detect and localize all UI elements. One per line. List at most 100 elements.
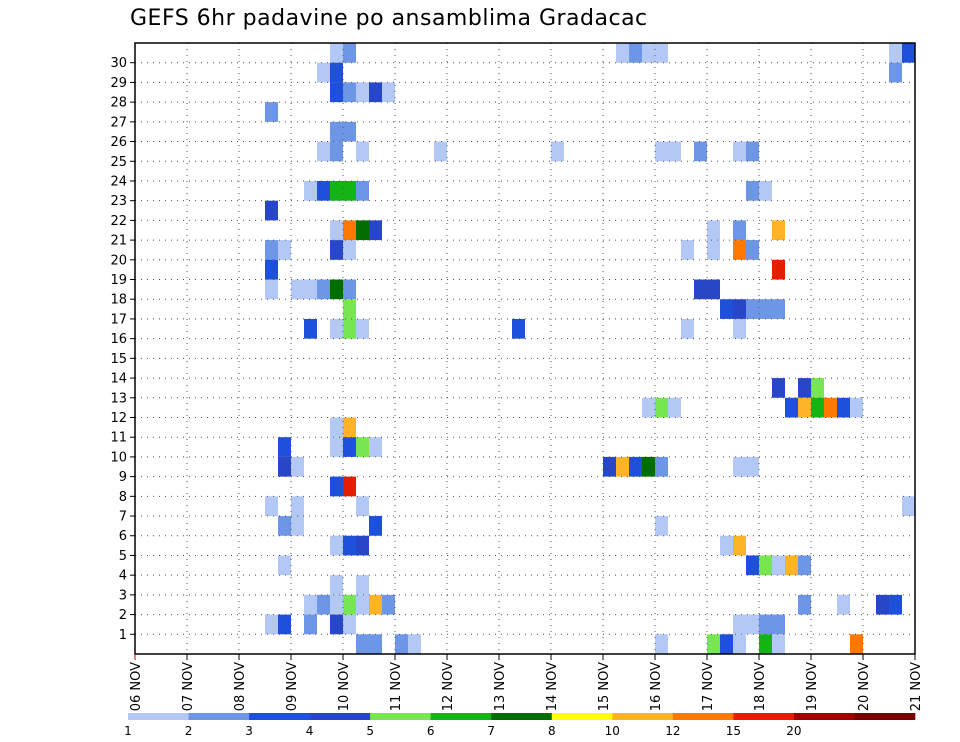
heatmap-cell [356, 318, 369, 339]
colorbar-swatch [188, 713, 250, 720]
heatmap-cell [278, 437, 291, 457]
heatmap-cell [343, 476, 356, 497]
heatmap-cell [746, 180, 759, 201]
y-tick-label: 6 [119, 529, 127, 544]
heatmap-cell [655, 634, 668, 654]
heatmap-cell [330, 476, 343, 497]
heatmap-cell [330, 62, 343, 83]
heatmap-cell [707, 220, 720, 241]
heatmap-cell [551, 141, 564, 162]
heatmap-cell [681, 240, 694, 260]
heatmap-cell [343, 82, 356, 103]
x-tick-label: 06 NOV [129, 662, 144, 711]
heatmap-cell [733, 220, 746, 241]
y-tick-label: 4 [119, 569, 127, 584]
x-tick-label: 20 NOV [857, 662, 872, 711]
x-tick-label: 14 NOV [545, 662, 560, 711]
colorbar-label: 4 [306, 724, 314, 738]
y-tick-label: 15 [110, 352, 127, 367]
heatmap-cell [369, 516, 382, 536]
heatmap-cell [265, 102, 278, 122]
x-axis-ticks: 06 NOV 07 NOV 08 NOV 09 NOV 10 NOV 11 NOV 12 N… [129, 654, 924, 711]
heatmap-cell [629, 456, 642, 477]
heatmap-cell [330, 279, 343, 300]
heatmap-cell [330, 575, 343, 595]
heatmap-cell [343, 437, 356, 457]
x-tick-label: 11 NOV [389, 662, 404, 711]
y-tick-label: 26 [110, 135, 127, 150]
heatmap-cell [642, 43, 655, 63]
grid-lines [135, 43, 915, 654]
heatmap-cell [291, 496, 304, 517]
heatmap-cell [330, 121, 343, 142]
heatmap-cell [733, 240, 746, 260]
heatmap-cell [330, 43, 343, 63]
heatmap-cell [278, 555, 291, 576]
heatmap-cell [512, 318, 525, 339]
heatmap-cell [772, 299, 785, 319]
heatmap-cell [785, 397, 798, 418]
heatmap-cell [746, 555, 759, 576]
heatmap-cell [343, 417, 356, 438]
heatmap-cell [291, 516, 304, 536]
heatmap-cell [746, 240, 759, 260]
heatmap-cell [733, 318, 746, 339]
heatmap-cell [382, 594, 395, 615]
heatmap-cell [330, 318, 343, 339]
heatmap-cell [902, 43, 915, 63]
heatmap-cell [369, 220, 382, 241]
heatmap-cell [668, 397, 681, 418]
heatmap-cell [733, 634, 746, 654]
heatmap-cell [434, 141, 447, 162]
plot-frame [134, 42, 916, 655]
heatmap-cell [369, 437, 382, 457]
heatmap-cell [408, 634, 421, 654]
heatmap-cell [265, 614, 278, 635]
heatmap-cell [343, 240, 356, 260]
heatmap-cell [720, 634, 733, 654]
heatmap-cell [343, 299, 356, 319]
heatmap-cell [746, 614, 759, 635]
heatmap-cell [343, 43, 356, 63]
heatmap-cell [304, 594, 317, 615]
colorbar-swatch [128, 713, 189, 720]
heatmap-cell [759, 299, 772, 319]
heatmap-cell [369, 594, 382, 615]
y-tick-label: 10 [110, 450, 127, 465]
heatmap-cell [265, 496, 278, 517]
y-tick-label: 24 [110, 174, 127, 189]
heatmap-cell [772, 378, 785, 398]
heatmap-cell [265, 240, 278, 260]
heatmap-cell [746, 456, 759, 477]
y-tick-label: 28 [110, 96, 127, 111]
heatmap-cell [733, 299, 746, 319]
heatmap-cell [759, 180, 772, 201]
heatmap-cell [356, 180, 369, 201]
y-tick-label: 7 [119, 510, 127, 525]
heatmap-cell [330, 82, 343, 103]
y-tick-label: 27 [110, 115, 127, 130]
heatmap-cell [369, 82, 382, 103]
colorbar-label: 20 [786, 724, 801, 738]
x-tick-label: 10 NOV [337, 662, 352, 711]
y-tick-label: 25 [110, 155, 127, 170]
heatmap-cell [278, 456, 291, 477]
colorbar-swatch [430, 713, 492, 720]
heatmap-cell [265, 259, 278, 280]
heatmap-cell [330, 594, 343, 615]
heatmap-cell [733, 535, 746, 556]
colorbar-label: 10 [605, 724, 620, 738]
y-tick-label: 14 [110, 372, 127, 387]
heatmap-cell [304, 279, 317, 300]
heatmap-cell [356, 141, 369, 162]
heatmap-cell [772, 614, 785, 635]
y-tick-label: 3 [119, 588, 127, 603]
colorbar-label: 5 [366, 724, 374, 738]
heatmap-cell [343, 594, 356, 615]
heatmap-cell [798, 397, 811, 418]
heatmap-cell [356, 220, 369, 241]
heatmap-cell [759, 634, 772, 654]
y-tick-label: 29 [110, 76, 127, 91]
heatmap-cell [291, 456, 304, 477]
x-tick-label: 21 NOV [909, 662, 924, 711]
